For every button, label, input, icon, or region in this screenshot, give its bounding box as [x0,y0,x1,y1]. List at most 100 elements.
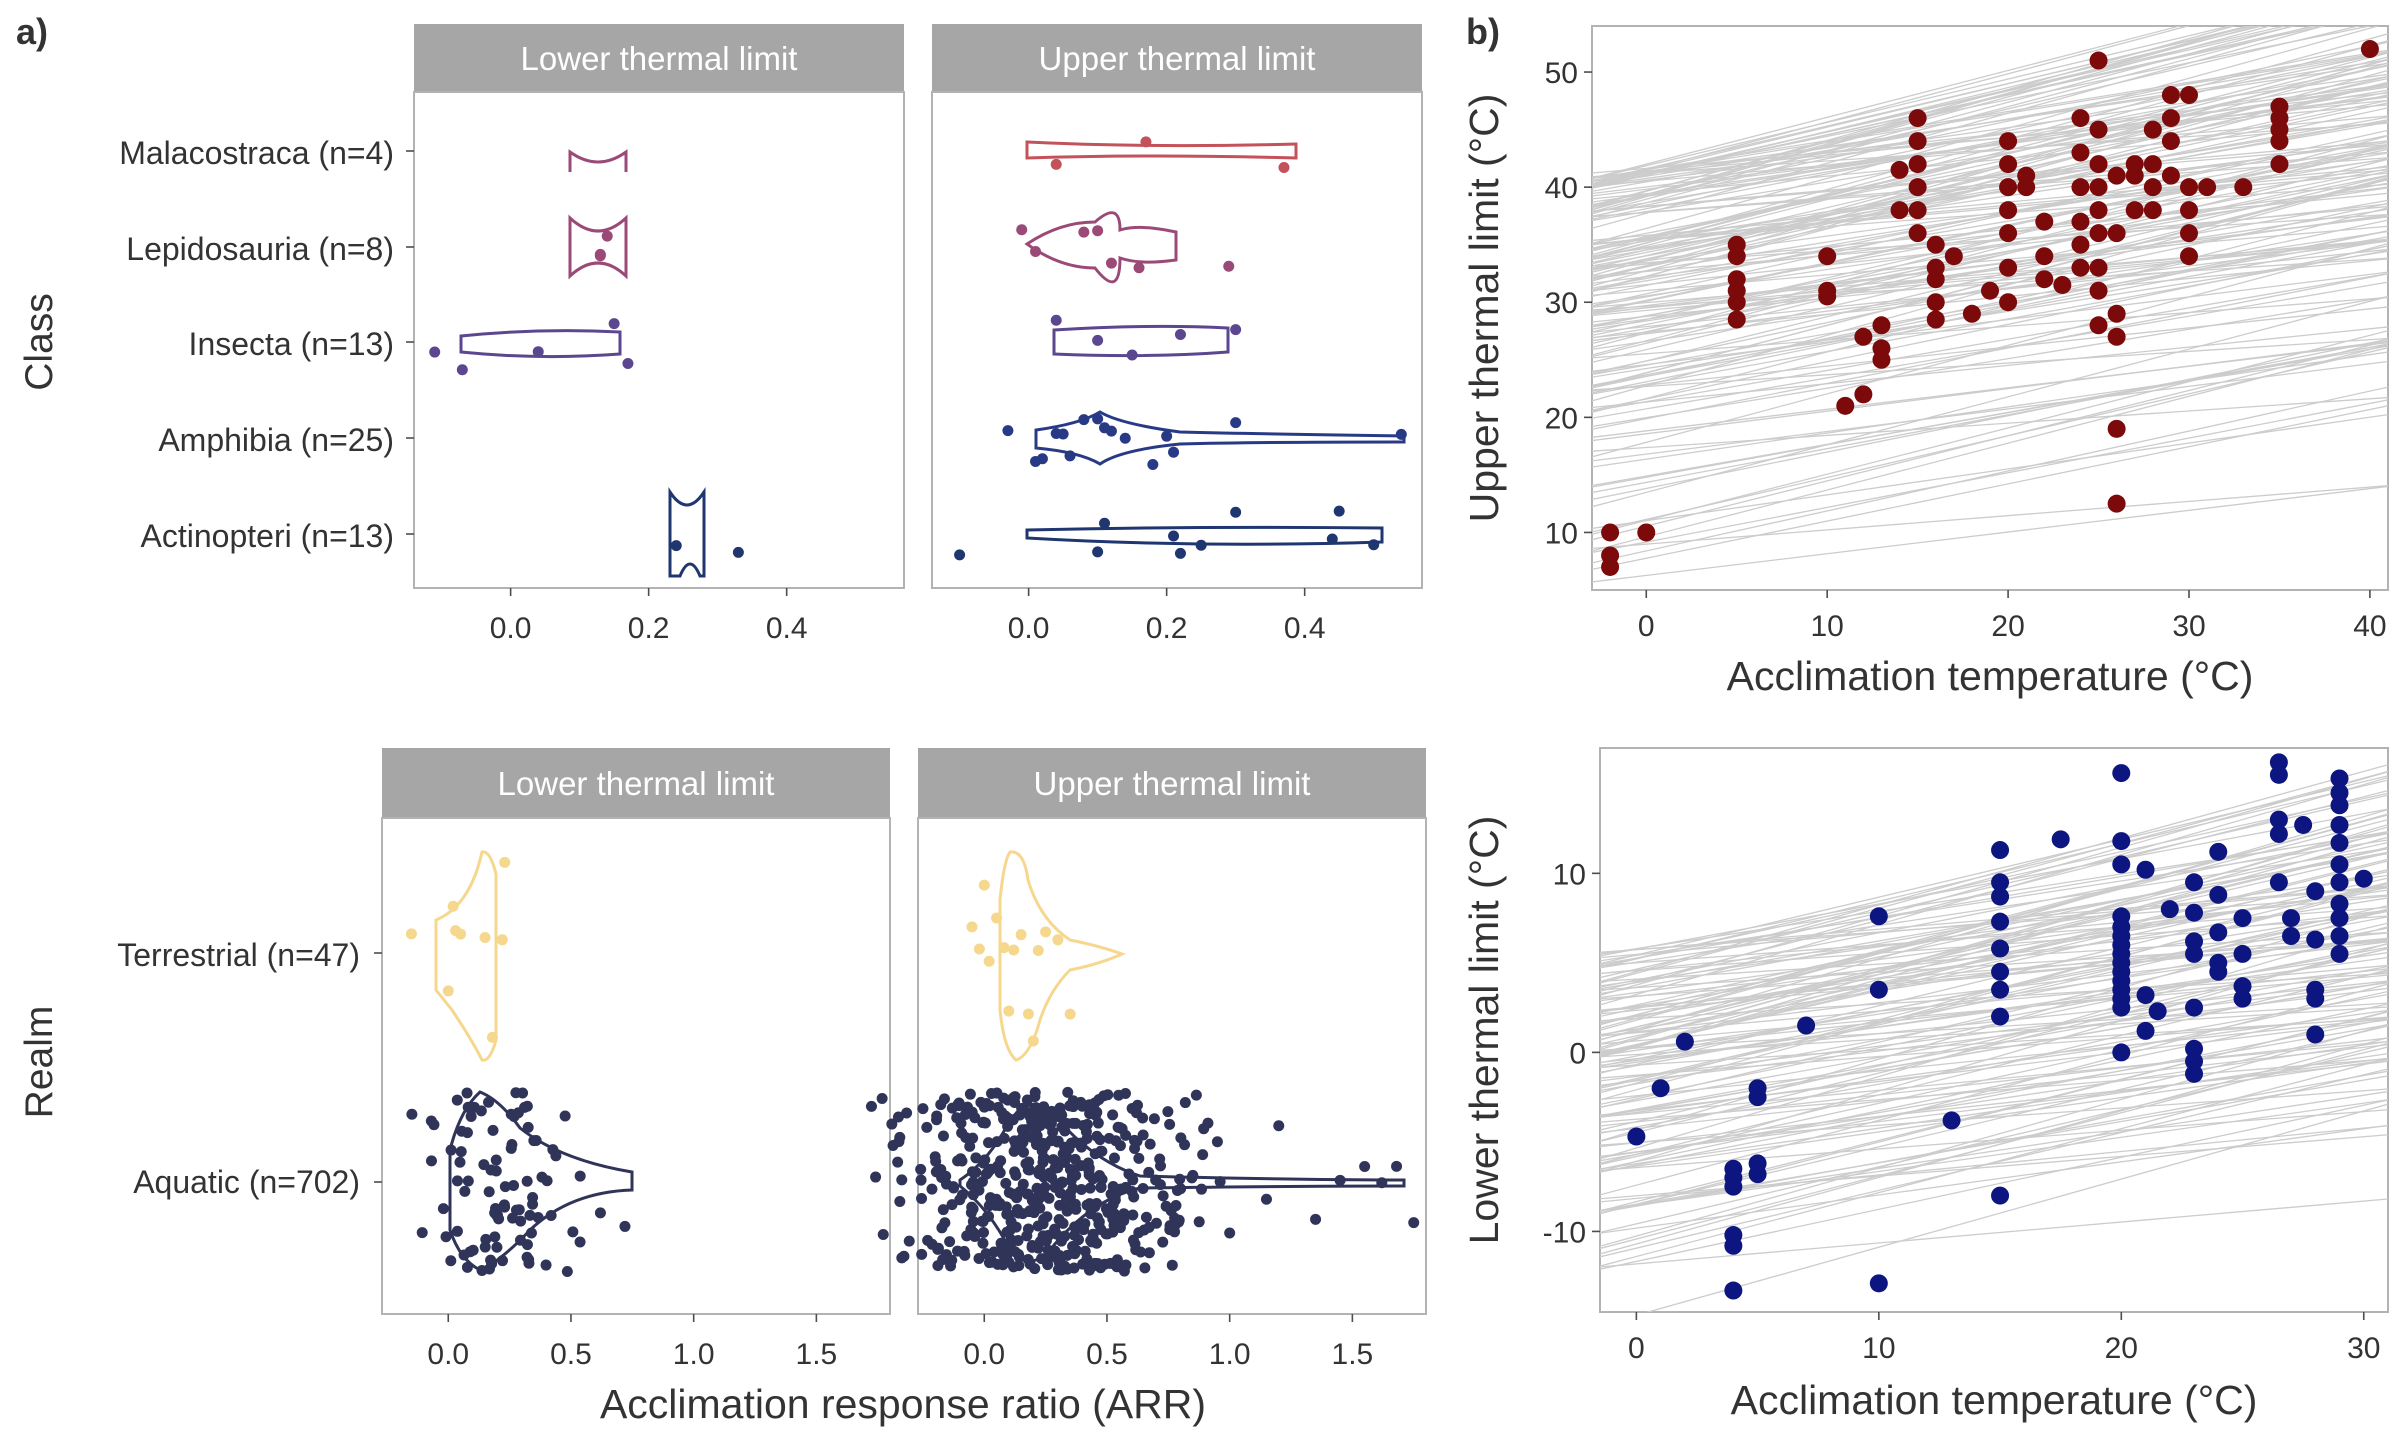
data-point [2306,989,2325,1008]
data-point-aquatic [1022,1223,1034,1235]
data-point-aquatic [892,1111,904,1123]
data-point-amphibia [1002,425,1014,437]
data-point-terrestrial [1064,1008,1076,1020]
category-label-lepidosauria: Lepidosauria (n=8) [126,231,394,267]
class-lower-points [429,230,744,558]
data-point [1748,1165,1767,1184]
data-point-aquatic [619,1220,631,1232]
data-point-aquatic [1107,1109,1119,1121]
data-point-terrestrial [998,942,1010,954]
data-point-aquatic [490,1154,502,1166]
data-point-aquatic [1095,1145,1107,1157]
data-point-aquatic [979,1154,991,1166]
data-point-actinopteri [1333,505,1345,517]
data-point-aquatic [932,1243,944,1255]
data-point-aquatic [1197,1149,1209,1161]
data-point-terrestrial [499,856,511,868]
data-point-aquatic [1087,1232,1099,1244]
facet-title-lower: Lower thermal limit [521,40,798,77]
data-point [2035,247,2054,266]
data-point-aquatic [1137,1112,1149,1124]
data-point-aquatic [476,1264,488,1276]
data-point-aquatic [1023,1130,1035,1142]
data-point-aquatic [1049,1181,1061,1193]
facet-panel-lower [413,91,905,589]
data-point [1999,258,2018,277]
data-point-aquatic [530,1134,542,1146]
data-point [2269,810,2288,829]
regression-line [1592,207,2388,414]
data-point-actinopteri [1168,530,1180,542]
data-point-aquatic [462,1101,474,1113]
data-point-insecta [1092,334,1104,346]
facet-panel-upper [931,91,1423,589]
data-point [1854,327,1873,346]
data-point [2330,783,2349,802]
regression-line [1592,337,2388,391]
data-point [2269,753,2288,772]
data-point-aquatic [1055,1155,1067,1167]
data-point-aquatic [1056,1109,1068,1121]
data-point [2148,1002,2167,1021]
data-point-aquatic [440,1231,452,1243]
regression-line [1600,1198,2388,1268]
data-point-aquatic [937,1130,949,1142]
data-point-aquatic [1260,1193,1272,1205]
data-point-aquatic [865,1100,877,1112]
regression-line [1592,26,2265,190]
data-point-aquatic [1069,1153,1081,1165]
data-point-aquatic [550,1150,562,1162]
data-point [2136,986,2155,1005]
regression-line [1600,942,2388,1173]
data-point-lepidosauria [1078,226,1090,238]
x-tick-label: 0.4 [1284,612,1326,645]
data-point-aquatic [1104,1257,1116,1269]
regression-line [1592,485,2388,550]
regression-line [1592,172,2388,246]
data-point-aquatic [493,1213,505,1225]
regression-line [1592,62,2388,287]
data-point [1601,523,1620,542]
data-point [2136,1021,2155,1040]
data-point-amphibia [1036,453,1048,465]
data-point-aquatic [1080,1126,1092,1138]
regression-line [1600,1040,2388,1118]
data-point [1999,132,2018,151]
data-point-aquatic [1154,1179,1166,1191]
data-point [1675,1032,1694,1051]
data-point [2209,885,2228,904]
data-point-actinopteri [1099,517,1111,529]
data-point-aquatic [1091,1106,1103,1118]
data-point-actinopteri [1195,539,1207,551]
regression-line [1600,1036,2388,1255]
x-tick-label: 10 [1810,610,1843,643]
data-point [2161,109,2180,128]
data-point [1651,1079,1670,1098]
data-point-aquatic [454,1156,466,1168]
data-point-aquatic [1273,1120,1285,1132]
regression-line [1600,775,2388,965]
data-point [2306,882,2325,901]
data-point [2161,132,2180,151]
data-point-aquatic [1012,1235,1024,1247]
data-point-aquatic [1120,1181,1132,1193]
data-point [2089,258,2108,277]
regression-line [1600,993,2388,1134]
data-point [2306,1025,2325,1044]
data-point-aquatic [1193,1216,1205,1228]
x-tick-label: 0.5 [550,1338,592,1371]
data-point-aquatic [416,1227,428,1239]
x-tick-label: 0.5 [1086,1338,1128,1371]
data-point [2330,873,2349,892]
data-point-aquatic [1082,1157,1094,1169]
data-point-aquatic [1069,1198,1081,1210]
data-point [1991,962,2010,981]
data-point [2112,1043,2131,1062]
data-point [1944,247,1963,266]
regression-line [1592,306,2388,392]
y-tick-label: 50 [1545,57,1578,90]
data-point-aquatic [505,1142,517,1154]
upper-scatter-ticks: 0 10 20 30 40 10 20 30 40 50 [1545,57,2387,643]
data-point-aquatic [465,1110,477,1122]
data-point [1908,178,1927,197]
